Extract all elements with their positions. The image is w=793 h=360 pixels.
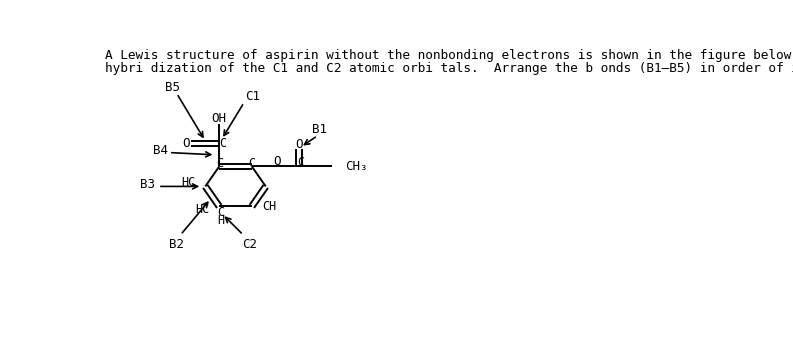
Text: CH: CH xyxy=(262,200,277,213)
Text: B2: B2 xyxy=(169,238,184,251)
Text: C2: C2 xyxy=(242,238,257,251)
Text: C: C xyxy=(217,206,224,219)
Text: C: C xyxy=(216,157,224,170)
Text: O: O xyxy=(274,154,282,167)
Text: CH₃: CH₃ xyxy=(346,160,368,173)
Text: O: O xyxy=(295,138,303,150)
Text: O: O xyxy=(182,137,190,150)
Text: B1: B1 xyxy=(312,123,328,136)
Text: B4: B4 xyxy=(153,144,168,157)
Text: H: H xyxy=(217,214,224,227)
Text: B5: B5 xyxy=(165,81,180,94)
Text: HC: HC xyxy=(195,203,209,216)
Text: HC: HC xyxy=(181,176,195,189)
Text: A Lewis structure of aspirin without the nonbonding electrons is shown in the fi: A Lewis structure of aspirin without the… xyxy=(105,49,793,62)
Text: B3: B3 xyxy=(140,177,155,190)
Text: C: C xyxy=(297,156,305,169)
Text: C: C xyxy=(248,157,255,170)
Text: hybri dization of the C1 and C2 atomic orbi tals.  Arrange the b onds (B1–B5) in: hybri dization of the C1 and C2 atomic o… xyxy=(105,62,793,75)
Text: C: C xyxy=(220,137,227,150)
Text: OH: OH xyxy=(212,112,227,125)
Text: C1: C1 xyxy=(246,90,261,103)
